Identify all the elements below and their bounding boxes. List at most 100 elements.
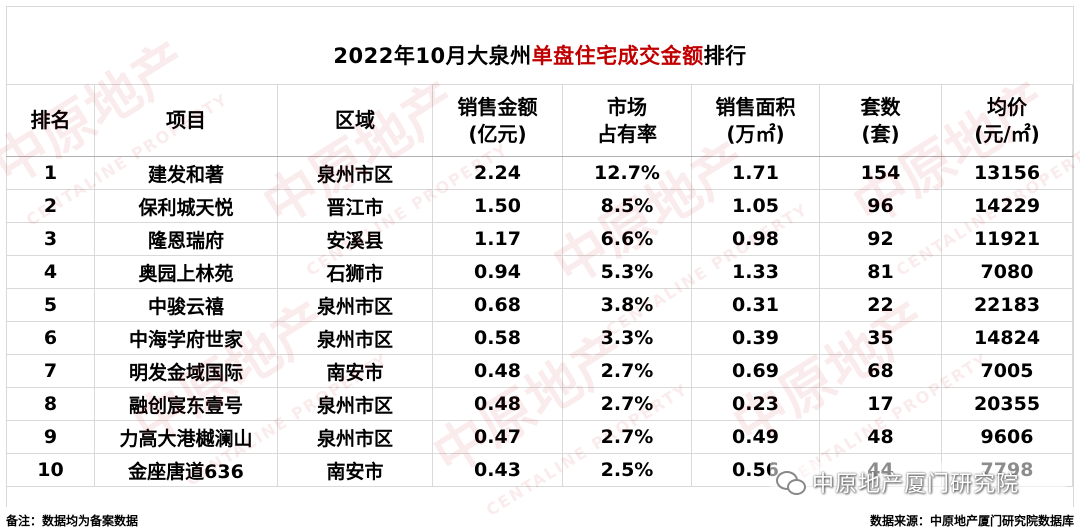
table-row: 2 保利城天悦 晋江市 1.50 8.5% 1.05 96 14229	[6, 189, 1073, 223]
table-cell: 中骏云禧	[94, 288, 278, 322]
table-cell: 96	[819, 189, 942, 223]
column-header: 销售面积 (万㎡)	[691, 84, 820, 157]
table-cell: 9606	[941, 420, 1073, 454]
table-cell: 隆恩瑞府	[94, 222, 278, 256]
table-cell: 石狮市	[277, 255, 433, 289]
table-cell: 22	[819, 288, 942, 322]
wechat-source-badge: 中原地产厦门研究院	[770, 462, 1066, 502]
table-cell: 11921	[941, 222, 1073, 256]
table-cell: 0.39	[691, 321, 820, 355]
table-row: 9 力高大港樾澜山 泉州市区 0.47 2.7% 0.49 48 9606	[6, 420, 1073, 454]
column-header-line: (万㎡)	[726, 121, 785, 146]
column-header-line: 套数	[860, 94, 901, 119]
column-header-line: 区域	[335, 108, 375, 132]
table-cell: 22183	[941, 288, 1073, 322]
title-suffix: 排行	[703, 44, 747, 68]
table-cell: 0.49	[691, 420, 820, 454]
column-header: 均价 (元/㎡)	[941, 84, 1073, 157]
table-cell: 2.7%	[562, 420, 692, 454]
page-title: 2022年10月大泉州单盘住宅成交金额排行	[0, 40, 1080, 70]
column-header-line: 占有率	[597, 121, 657, 146]
table-cell: 0.31	[691, 288, 820, 322]
table-cell: 融创宸东壹号	[94, 387, 278, 421]
table-row: 4 奥园上林苑 石狮市 0.94 5.3% 1.33 81 7080	[6, 255, 1073, 289]
table-row: 7 明发金域国际 南安市 0.48 2.7% 0.69 68 7005	[6, 354, 1073, 388]
column-header-line: 均价	[987, 94, 1027, 119]
table-cell: 0.69	[691, 354, 820, 388]
table-cell: 17	[819, 387, 942, 421]
table-cell: 0.98	[691, 222, 820, 256]
table-cell: 奥园上林苑	[94, 255, 278, 289]
table-cell: 8	[6, 387, 95, 421]
table-cell: 晋江市	[277, 189, 433, 223]
table-cell: 7005	[941, 354, 1073, 388]
table-cell: 14229	[941, 189, 1073, 223]
table-cell: 5.3%	[562, 255, 692, 289]
table-cell: 1.33	[691, 255, 820, 289]
table-cell: 81	[819, 255, 942, 289]
table-cell: 5	[6, 288, 95, 322]
table-cell: 中海学府世家	[94, 321, 278, 355]
table-cell: 4	[6, 255, 95, 289]
column-header-line: (套)	[861, 121, 900, 146]
table-cell: 68	[819, 354, 942, 388]
table-cell: 保利城天悦	[94, 189, 278, 223]
column-header: 项目	[94, 84, 278, 157]
table-cell: 0.48	[432, 354, 563, 388]
badge-name: 中原地产厦门研究院	[812, 472, 1020, 497]
table-cell: 2.24	[432, 156, 563, 190]
table-cell: 0.23	[691, 387, 820, 421]
title-highlight: 单盘住宅成交金额	[531, 44, 704, 68]
table-cell: 14824	[941, 321, 1073, 355]
table-cell: 泉州市区	[277, 387, 433, 421]
table-cell: 0.47	[432, 420, 563, 454]
table-cell: 0.48	[432, 387, 563, 421]
column-header: 套数 (套)	[819, 84, 942, 157]
table-cell: 48	[819, 420, 942, 454]
table-cell: 泉州市区	[277, 288, 433, 322]
footnote-source: 数据来源：中原地产厦门研究院数据库	[869, 514, 1074, 528]
table-cell: 泉州市区	[277, 321, 433, 355]
table-cell: 明发金域国际	[94, 354, 278, 388]
column-header-line: (亿元)	[468, 121, 527, 146]
table-cell: 0.43	[432, 453, 563, 487]
column-header: 市场 占有率	[562, 84, 692, 157]
table-row: 1 建发和著 泉州市区 2.24 12.7% 1.71 154 13156	[6, 156, 1073, 190]
column-header: 排名	[6, 84, 95, 157]
table-cell: 1.71	[691, 156, 820, 190]
table-cell: 力高大港樾澜山	[94, 420, 278, 454]
column-header: 销售金额 (亿元)	[432, 84, 563, 157]
table-row: 5 中骏云禧 泉州市区 0.68 3.8% 0.31 22 22183	[6, 288, 1073, 322]
table-row: 6 中海学府世家 泉州市区 0.58 3.3% 0.39 35 14824	[6, 321, 1073, 355]
wechat-icon	[776, 469, 806, 495]
table-cell: 3	[6, 222, 95, 256]
table-row: 8 融创宸东壹号 泉州市区 0.48 2.7% 0.23 17 20355	[6, 387, 1073, 421]
title-prefix: 2022年10月大泉州	[333, 44, 532, 68]
table-cell: 20355	[941, 387, 1073, 421]
table-cell: 泉州市区	[277, 156, 433, 190]
table-cell: 3.8%	[562, 288, 692, 322]
table-row: 3 隆恩瑞府 安溪县 1.17 6.6% 0.98 92 11921	[6, 222, 1073, 256]
table-cell: 安溪县	[277, 222, 433, 256]
column-header-line: 市场	[607, 94, 647, 119]
table-body: 1 建发和著 泉州市区 2.24 12.7% 1.71 154 13156 2 保利城天悦 晋江市 1…	[6, 156, 1073, 487]
table-cell: 154	[819, 156, 942, 190]
table-cell: 6	[6, 321, 95, 355]
table-cell: 金座唐道636	[94, 453, 278, 487]
column-header: 区域	[277, 84, 433, 157]
table-cell: 10	[6, 453, 95, 487]
table-cell: 7080	[941, 255, 1073, 289]
table-header-row: 排名 项目 区域 销售金额 (亿元) 市场 占有率 销售面积 (万㎡) 套数 (套) 均价 (元/㎡)	[6, 84, 1073, 157]
table-cell: 0.58	[432, 321, 563, 355]
table-cell: 35	[819, 321, 942, 355]
table-cell: 南安市	[277, 354, 433, 388]
column-header-line: (元/㎡)	[974, 121, 1040, 146]
column-header-line: 项目	[166, 108, 206, 132]
column-header-line: 销售面积	[715, 94, 796, 119]
table-cell: 1.17	[432, 222, 563, 256]
table-cell: 0.94	[432, 255, 563, 289]
table-cell: 1.05	[691, 189, 820, 223]
table-cell: 0.68	[432, 288, 563, 322]
table-cell: 建发和著	[94, 156, 278, 190]
table-cell: 6.6%	[562, 222, 692, 256]
